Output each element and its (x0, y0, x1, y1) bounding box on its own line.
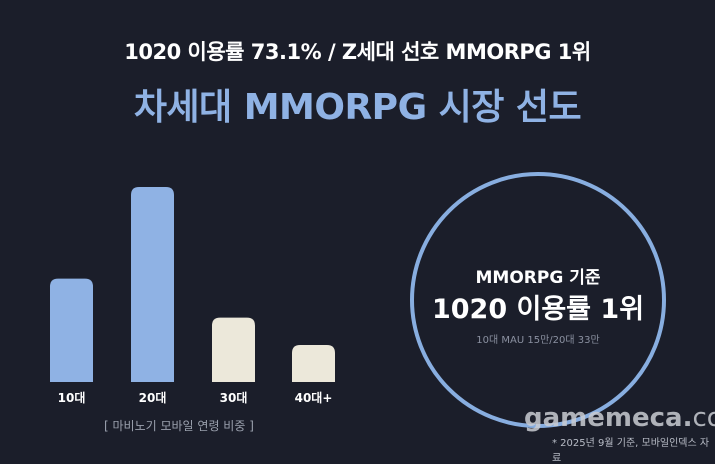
age-share-bar-chart: 10대 20대 30대 40대+ (50, 187, 335, 405)
category-label: 40대+ (295, 391, 333, 405)
category-label: 30대 (220, 391, 248, 405)
bar-20대 (131, 187, 174, 382)
category-label: 10대 (58, 391, 86, 405)
bar-30대 (212, 317, 255, 382)
bar-40대+ (292, 344, 335, 382)
highlight-ring (410, 172, 666, 428)
highlight-line2: 1020 이용률 1위 (431, 294, 645, 325)
chart-caption: [ 마비노기 모바일 연령 비중 ] (104, 419, 254, 433)
highlight-line3: 10대 MAU 15만/20대 33만 (476, 335, 600, 346)
highlight-line1: MMORPG 기준 (475, 268, 601, 288)
headline-title: 차세대 MMORPG 시장 선도 (133, 87, 582, 128)
footnote: * 2025년 9월 기준, 모바일인덱스 자료 (552, 438, 710, 464)
bar-10대 (50, 278, 93, 382)
headline-subtitle: 1020 이용률 73.1% / Z세대 선호 MMORPG 1위 (124, 40, 591, 64)
category-label: 20대 (139, 391, 167, 405)
watermark-logo: gamemeca.com (524, 403, 715, 433)
